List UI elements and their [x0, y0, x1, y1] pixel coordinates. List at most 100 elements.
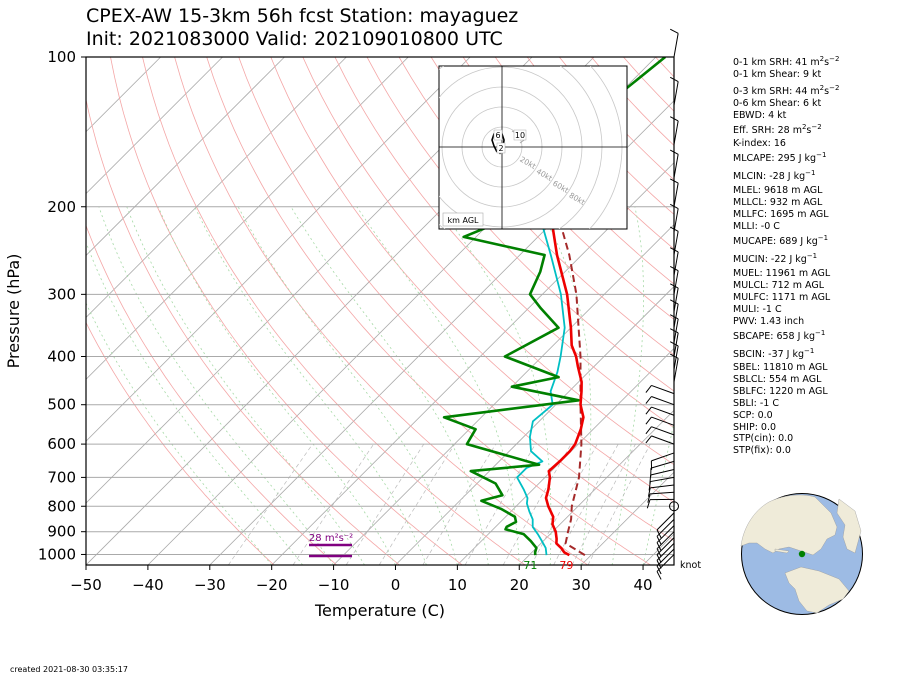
index-row: 0-1 km Shear: 9 kt: [733, 69, 822, 80]
x-tick-label: 40: [634, 576, 653, 594]
dry-adiabat: [174, 57, 588, 565]
wind-barb: [645, 435, 675, 445]
isotherm: [86, 57, 285, 257]
mixing-ratio-line: [553, 443, 619, 565]
wind-barb: [656, 512, 675, 539]
index-row: SCP: 0.0: [733, 410, 773, 421]
x-tick-label: −40: [132, 576, 164, 594]
mixing-ratio-line: [345, 443, 425, 565]
wind-barb: [656, 548, 675, 575]
isotherm: [395, 285, 674, 565]
index-row: SBLCL: 554 m AGL: [733, 374, 822, 385]
moist-adiabat: [126, 206, 365, 565]
wind-barb: [645, 396, 675, 406]
index-row: SBLFC: 1220 m AGL: [733, 386, 828, 397]
isotherm: [86, 57, 409, 380]
index-row: K-index: 16: [733, 138, 786, 149]
dry-adiabat: [430, 57, 674, 320]
moist-adiabat: [98, 206, 334, 565]
isotherm: [457, 347, 674, 565]
index-row: MUCAPE: 689 J kg−1: [733, 234, 829, 248]
dry-adiabat: [462, 57, 674, 285]
dry-adiabat: [86, 224, 337, 565]
mixing-ratio-line: [587, 443, 651, 565]
wetbulb-profile: [516, 113, 566, 556]
srh-label: 28 m²s⁻²: [309, 533, 353, 544]
wind-barb: [656, 554, 675, 580]
wind-barb: [646, 498, 675, 509]
y-tick-label: 700: [47, 468, 76, 486]
wind-barb: [669, 247, 679, 276]
isotherm: [580, 471, 674, 565]
x-tick-label: 10: [448, 576, 467, 594]
wind-barb: [650, 460, 675, 478]
temperature-profile: [534, 113, 585, 557]
hodograph-marker-box: [496, 142, 506, 154]
dry-adiabat: [86, 321, 275, 565]
moist-adiabat: [86, 241, 303, 565]
index-row: STP(cin): 0.0: [733, 433, 794, 444]
index-row: MUCIN: -22 J kg−1: [733, 252, 818, 266]
hodograph-legend-box: [442, 212, 484, 227]
index-row: MLEL: 9618 m AGL: [733, 185, 823, 196]
index-row: MUEL: 11961 m AGL: [733, 268, 831, 279]
isotherm: [271, 162, 674, 565]
index-row: STP(fix): 0.0: [733, 445, 791, 456]
dewpoint-profile: [442, 57, 667, 556]
globe-cuba: [774, 548, 790, 554]
wind-barb: [645, 426, 675, 436]
moist-adiabat: [611, 206, 644, 565]
mixing-ratio-line: [228, 443, 313, 565]
dry-adiabat: [398, 57, 674, 356]
moist-adiabat: [356, 206, 520, 565]
x-axis-label: Temperature (C): [314, 601, 445, 620]
wind-barb: [669, 314, 679, 343]
dry-adiabat: [655, 57, 674, 78]
wind-barb: [645, 384, 675, 395]
index-row: MLLFC: 1695 m AGL: [733, 209, 829, 220]
index-row: SBEL: 11810 m AGL: [733, 362, 828, 373]
wind-barb: [645, 416, 675, 426]
wind-barbs: [645, 28, 679, 580]
created-timestamp: created 2021-08-30 03:35:17: [10, 665, 128, 674]
isotherm: [705, 57, 730, 565]
mixing-ratio-line: [502, 443, 572, 565]
globe-greenland: [836, 498, 862, 554]
wind-barb: [656, 537, 675, 563]
hodograph-marker-box: [513, 129, 527, 141]
mixing-ratio-line: [571, 443, 636, 565]
wind-barb: [669, 328, 679, 357]
annotations: 71 79 28 m²s⁻² knot: [309, 533, 701, 572]
y-tick-label: 800: [47, 497, 76, 515]
index-row: MULCL: 712 m AGL: [733, 280, 825, 291]
y-tick-label: 1000: [38, 545, 76, 563]
index-row: 0-6 km Shear: 6 kt: [733, 98, 822, 109]
wind-barb: [656, 531, 675, 557]
wind-barb: [669, 76, 679, 106]
isotherm: [333, 224, 674, 565]
hodograph-marker-box: [493, 129, 503, 141]
mixing-ratio-line: [530, 443, 598, 565]
index-row: MULFC: 1171 m AGL: [733, 292, 831, 303]
mixing-ratio-line: [378, 443, 456, 565]
moist-adiabat: [537, 206, 592, 565]
index-row: MLLCL: 932 m AGL: [733, 197, 823, 208]
wind-barb: [669, 178, 679, 207]
index-row: PWV: 1.43 inch: [733, 316, 805, 327]
index-row: 0-3 km SRH: 44 m2s−2: [733, 84, 840, 98]
mixing-ratio-line: [422, 443, 497, 565]
dry-adiabat: [142, 57, 526, 565]
y-tick-label: 500: [47, 396, 76, 414]
wind-barb: [669, 116, 679, 145]
axes: −50 −40 −30 −20 −10 0 10 20 30 40 100 200 300 400 500 6…: [38, 48, 653, 594]
index-row: MLCIN: -28 J kg−1: [733, 169, 816, 183]
index-row: SHIP: 0.0: [733, 422, 777, 433]
x-tick-label: −20: [256, 576, 288, 594]
wind-barb: [647, 484, 675, 497]
globe-south-america: [784, 566, 850, 614]
x-tick-label: −50: [70, 576, 102, 594]
wind-barb: [656, 525, 675, 551]
index-row: MLCAPE: 295 J kg−1: [733, 151, 827, 165]
isotherm: [86, 57, 347, 318]
